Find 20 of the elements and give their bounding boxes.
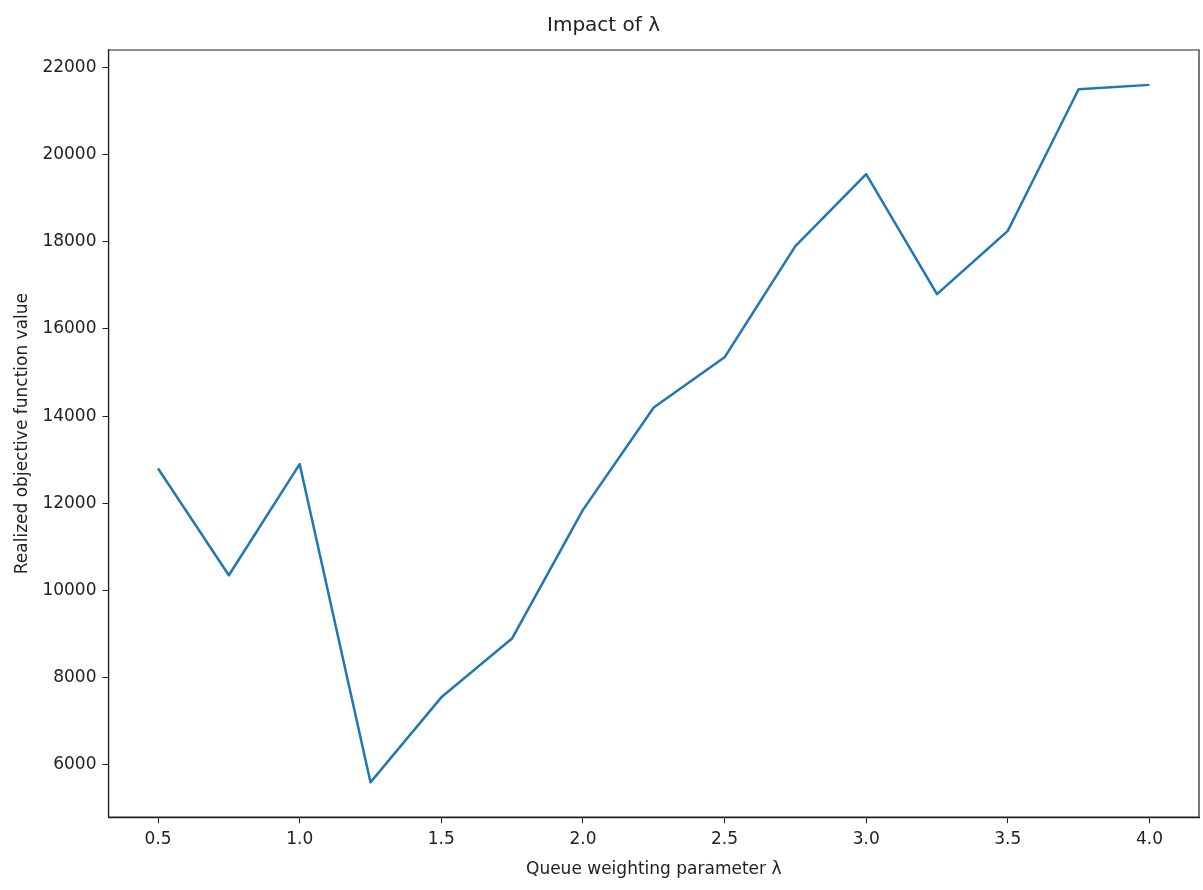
x-axis-title: Queue weighting parameter λ [526, 858, 782, 879]
x-tick-label: 1.0 [286, 827, 314, 848]
y-tick-label: 6000 [53, 753, 97, 774]
y-tick-label: 20000 [42, 143, 97, 164]
y-tick-label: 16000 [42, 317, 97, 338]
x-tick-label: 2.0 [569, 827, 597, 848]
y-tick-label: 10000 [42, 578, 97, 599]
y-tick-label: 14000 [42, 404, 97, 425]
x-tick-label: 0.5 [144, 827, 172, 848]
x-tick-label: 3.5 [994, 827, 1022, 848]
y-tick-label: 18000 [42, 230, 97, 251]
y-tick-label: 22000 [42, 55, 97, 76]
x-tick-label: 2.5 [711, 827, 739, 848]
y-tick-label: 12000 [42, 491, 97, 512]
y-axis-title: Realized objective function value [10, 292, 31, 575]
x-tick-label: 4.0 [1135, 827, 1163, 848]
y-tick-label: 8000 [53, 666, 97, 687]
chart-title: Impact of λ [547, 12, 661, 37]
x-tick-label: 3.0 [852, 827, 880, 848]
x-tick-label: 1.5 [427, 827, 455, 848]
